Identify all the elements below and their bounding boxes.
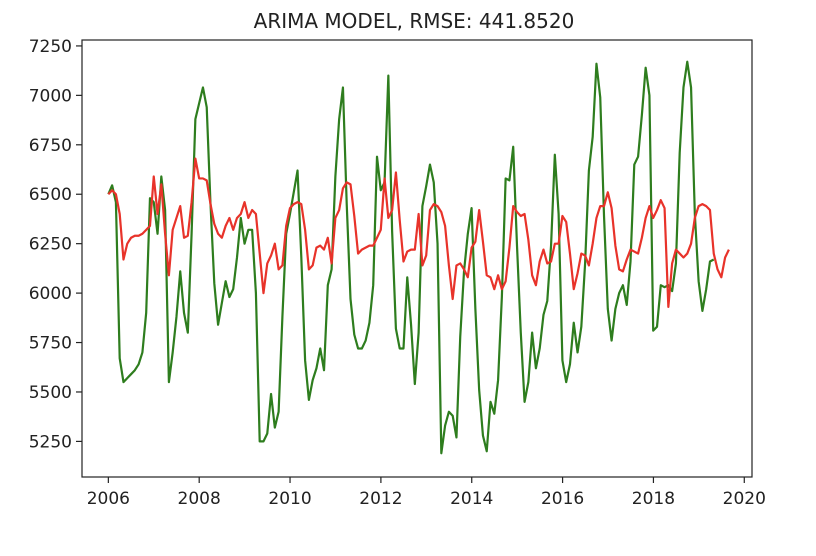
y-tick-label: 7250 [29,37,72,57]
x-tick-label: 2016 [541,489,584,509]
y-tick-label: 6250 [29,235,72,255]
plot-lines [107,60,730,455]
y-tick-label: 5750 [29,334,72,354]
chart-title: ARIMA MODEL, RMSE: 441.8520 [254,9,575,33]
x-tick-label: 2020 [723,489,766,509]
y-tick-label: 7000 [29,86,72,106]
series-line-2 [107,157,730,309]
x-tick-label: 2018 [632,489,675,509]
x-tick-label: 2012 [359,489,402,509]
series-line-1 [107,60,715,455]
x-tick-label: 2006 [87,489,130,509]
y-tick-label: 5500 [29,383,72,403]
x-axis: 2006 2008 2010 2012 2014 2016 2018 2020 [87,477,766,509]
y-tick-label: 6500 [29,185,72,205]
y-tick-label: 5250 [29,432,72,452]
y-tick-label: 6000 [29,284,72,304]
x-tick-label: 2010 [268,489,311,509]
y-tick-label: 6750 [29,136,72,156]
y-axis: 5250 5500 5750 6000 6250 6500 6750 7000 7250 [29,37,82,452]
x-tick-label: 2014 [450,489,493,509]
x-tick-label: 2008 [178,489,221,509]
plot-frame [81,39,753,478]
